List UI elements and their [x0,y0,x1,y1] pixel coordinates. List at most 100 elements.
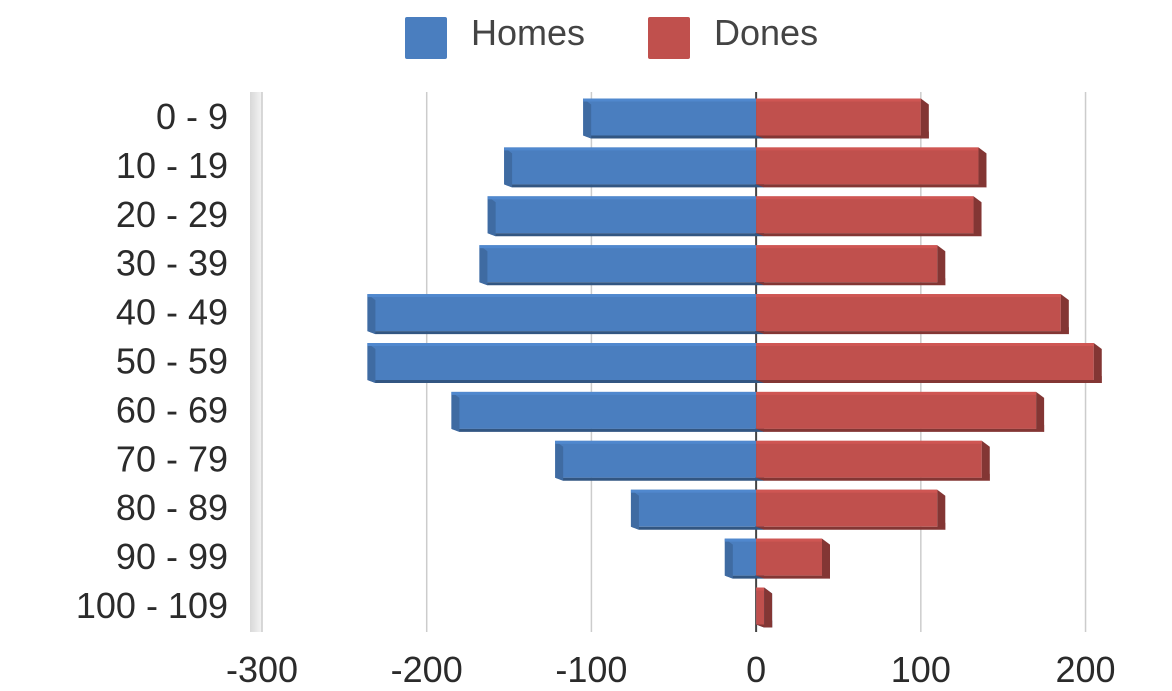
bar-homes [367,343,765,383]
bar-front [756,294,1061,332]
bar-highlight [367,294,757,298]
bar-highlight [479,245,757,249]
bar-highlight [756,147,979,151]
bar-end [555,440,564,481]
bar-highlight [756,98,921,102]
bars [367,98,1102,628]
bar-bottom [756,424,1045,432]
bar-dones [756,538,830,579]
bar-front [756,245,938,283]
bar-dones [756,391,1045,432]
x-tick-label: 0 [746,649,766,690]
x-tick-label: -100 [555,649,627,690]
category-label: 100 - 109 [76,585,228,626]
bar-bottom [630,522,765,530]
bar-bottom [756,571,830,579]
x-tick-label: -300 [226,649,298,690]
legend: Homes Dones [405,12,818,59]
axis-wall [250,92,262,632]
bar-homes [555,440,765,481]
legend-item-homes: Homes [405,12,585,59]
bar-highlight [504,147,757,151]
category-label: 70 - 79 [116,438,228,479]
bar-homes [479,245,765,286]
bar-bottom [756,473,990,481]
bar-end [504,147,513,188]
bar-bottom [756,327,1069,335]
bar-dones [756,440,990,481]
bar-bottom [756,278,946,286]
bar-front [367,343,757,380]
bar-bottom [555,473,765,481]
bar-front [583,98,757,136]
bar-front [756,489,938,527]
bar-dones [756,98,929,139]
legend-swatch [648,17,690,59]
bar-front [756,587,765,625]
bar-bottom [504,180,765,188]
category-label: 90 - 99 [116,536,228,577]
bar-highlight [487,196,757,200]
bar-front [479,245,757,283]
bar-end [479,245,488,286]
bar-bottom [487,229,765,237]
bar-highlight [451,391,757,395]
bar-bottom [479,278,765,286]
category-label: 50 - 59 [116,341,228,382]
bar-homes [724,538,765,579]
bar-dones [756,587,773,628]
bar-bottom [451,424,765,432]
bar-end [367,294,376,335]
bar-dones [756,147,987,188]
bar-highlight [555,440,757,444]
x-tick-label: 200 [1055,649,1115,690]
bar-dones [756,489,946,530]
bar-dones [756,196,982,237]
bar-end [981,440,990,481]
bar-front [555,440,757,478]
bar-highlight [756,538,822,542]
bar-front [756,538,822,576]
bar-bottom [367,327,765,335]
legend-swatch [405,17,447,59]
category-label: 40 - 49 [116,292,228,333]
bar-end [822,538,830,579]
bar-end [978,147,987,188]
bar-front [756,147,979,185]
bar-end [451,391,460,432]
bar-end [973,196,982,237]
bar-highlight [756,245,938,249]
bar-highlight [756,489,938,493]
category-label: 10 - 19 [116,145,228,186]
bar-end [724,538,733,579]
bar-bottom [756,131,929,139]
x-tick-label: -200 [391,649,463,690]
bar-highlight [756,343,1094,346]
bar-end [1093,343,1102,383]
category-labels: 0 - 9 10 - 19 20 - 29 30 - 39 40 - 49 50 - 59… [76,96,228,626]
bar-front [756,343,1094,380]
bar-end [367,343,376,383]
legend-label: Homes [471,12,585,53]
bar-homes [504,147,765,188]
bar-highlight [367,343,757,346]
legend-item-dones: Dones [648,12,818,59]
category-label: 30 - 39 [116,243,228,284]
bar-dones [756,245,946,286]
bar-homes [583,98,765,139]
bar-front [451,391,757,429]
bar-highlight [756,391,1037,395]
bar-homes [630,489,765,530]
bar-dones [756,294,1069,335]
bar-end [1060,294,1069,335]
bar-highlight [756,294,1061,298]
bar-highlight [630,489,757,493]
bar-highlight [724,538,757,542]
bar-end [920,98,929,139]
x-tick-labels: -300 -200 -100 0 100 200 [226,649,1116,690]
bar-highlight [583,98,757,102]
category-label: 80 - 89 [116,487,228,528]
bar-front [367,294,757,332]
